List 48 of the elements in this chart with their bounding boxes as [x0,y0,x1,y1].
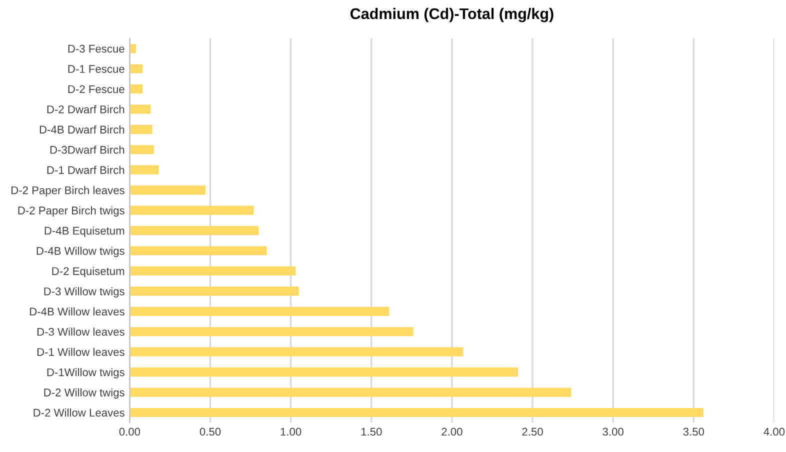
x-tick-label: 3.00 [602,428,624,436]
bar [130,64,143,74]
y-tick-label: D-2 Paper Birch leaves [12,186,124,196]
bar [130,226,259,236]
y-tick-label: D-4B Willow twigs [36,246,124,258]
bar [130,145,154,154]
bar [130,165,159,174]
x-tick-label: 4.00 [764,428,785,436]
y-tick-label: D-3Dwarf Birch [50,146,124,154]
y-tick-label: D-1 Dwarf Birch [47,166,124,174]
bar [130,327,414,336]
y-tick-label: D-2 Paper Birch twigs [18,206,124,217]
x-tick-label: 1.50 [361,428,382,436]
bar [130,206,254,215]
y-tick-label: D-1 Willow leaves [37,348,124,356]
bar [130,408,704,418]
y-tick-label: D-3 Fescue [68,44,124,53]
bar [130,368,518,377]
y-tick-label: D-2 Willow twigs [44,388,124,399]
y-tick-label: D-2 Willow Leaves [34,408,124,417]
chart-title: Cadmium (Cd)-Total (mg/kg) [350,8,554,22]
bar [130,286,299,296]
y-tick-label: D-3 Willow twigs [44,287,124,298]
x-tick-label: 2.50 [522,428,543,436]
bar [130,44,136,54]
bar [130,306,390,316]
y-tick-label: D-3 Willow leaves [37,328,124,336]
y-tick-label: D-2 Fescue [68,85,124,94]
y-tick-label: D-4B Willow leaves [30,307,124,316]
y-tick-label: D-2 Equisetum [52,266,124,278]
x-tick-label: 0.00 [119,428,140,436]
x-tick-label: 1.00 [280,428,302,436]
x-tick-label: 0.50 [200,428,221,436]
bar [130,104,151,114]
bar [130,124,152,134]
x-tick-label: 3.50 [683,428,704,436]
bar [130,266,296,276]
y-tick-label: D-1 Fescue [68,65,124,73]
bar [130,347,464,356]
bar [130,388,572,397]
y-tick-label: D-4B Dwarf Birch [40,125,124,134]
bar [130,186,206,195]
bar [130,84,143,94]
x-tick-label: 2.00 [442,428,462,436]
y-tick-label: D-4B Equisetum [44,226,124,237]
y-tick-label: D-2 Dwarf Birch [47,105,124,114]
bar [130,246,267,256]
y-tick-label: D-1Willow twigs [47,368,124,378]
